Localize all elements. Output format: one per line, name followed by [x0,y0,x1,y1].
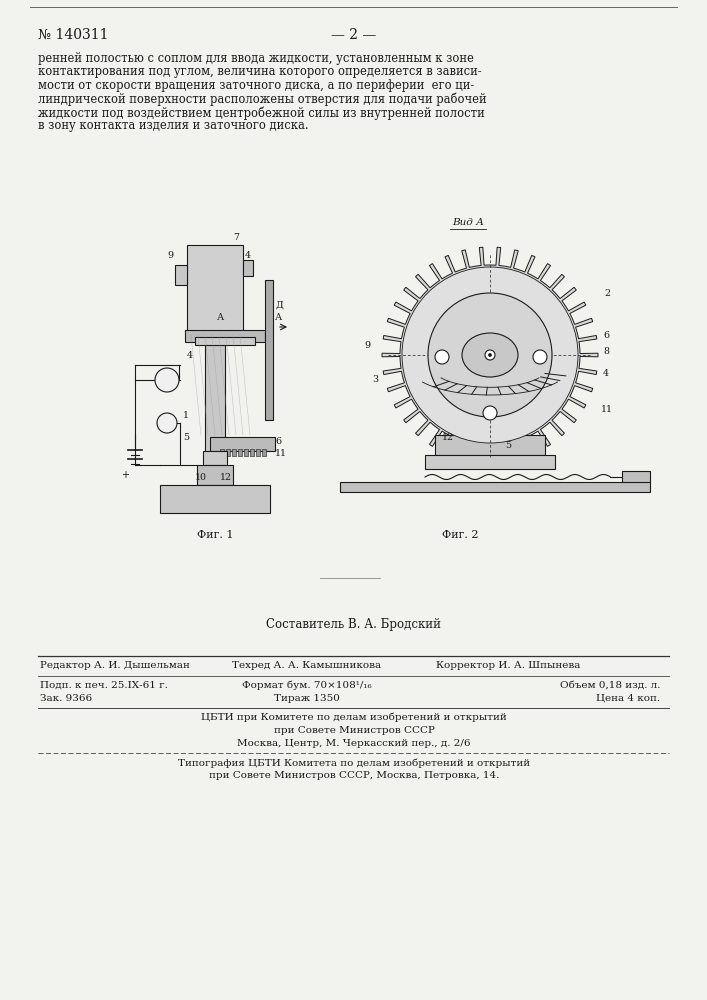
Text: 10: 10 [195,473,207,482]
Text: 5: 5 [505,440,511,450]
Text: 9: 9 [364,340,370,350]
Bar [262,449,266,456]
Text: 9: 9 [167,250,173,259]
Text: Фиг. 2: Фиг. 2 [442,530,478,540]
Text: контактирования под углом, величина которого определяется в зависи-: контактирования под углом, величина кото… [38,66,481,79]
Bar [226,449,230,456]
Text: 11: 11 [601,406,613,414]
Text: Москва, Центр, М. Черкасский пер., д. 2/6: Москва, Центр, М. Черкасский пер., д. 2/… [238,739,471,748]
Text: V: V [164,419,170,427]
Text: 7: 7 [233,232,239,241]
Text: +: + [121,470,129,480]
Circle shape [428,293,552,417]
Bar [250,449,254,456]
Circle shape [489,354,491,357]
Circle shape [485,350,495,360]
Circle shape [155,368,179,392]
Text: линдрической поверхности расположены отверстия для подачи рабочей: линдрической поверхности расположены отв… [38,93,486,106]
Text: Цена 4 коп.: Цена 4 коп. [596,694,660,703]
Text: 6: 6 [275,438,281,446]
Text: 5: 5 [183,432,189,442]
Text: 4: 4 [245,250,251,259]
Bar [435,435,545,455]
Text: 3: 3 [372,375,378,384]
Text: — 2 —: — 2 — [332,28,377,42]
Text: жидкости под воздействием центробежной силы из внутренней полости: жидкости под воздействием центробежной с… [38,106,485,119]
Text: в зону контакта изделия и заточного диска.: в зону контакта изделия и заточного диск… [38,119,309,132]
Text: 2: 2 [604,288,610,298]
Text: 4: 4 [603,368,609,377]
Text: А: А [275,312,282,322]
Bar [160,485,270,513]
Circle shape [402,267,578,443]
Text: 8: 8 [603,347,609,356]
Text: 11: 11 [275,448,287,458]
Bar [340,482,650,492]
Text: при Совете Министров СССР: при Совете Министров СССР [274,726,434,735]
Text: ЦБТИ при Комитете по делам изобретений и открытий: ЦБТИ при Комитете по делам изобретений и… [201,713,507,722]
Bar [187,245,243,335]
Text: Составитель В. А. Бродский: Составитель В. А. Бродский [267,618,441,631]
Text: 12: 12 [442,432,454,442]
Text: № 140311: № 140311 [38,28,108,42]
Bar [243,260,253,276]
Bar [232,449,236,456]
Bar [210,437,275,451]
Text: Фиг. 1: Фиг. 1 [197,530,233,540]
Bar [185,330,265,342]
Bar [265,280,273,420]
Text: Подп. к печ. 25.ІХ-61 г.: Подп. к печ. 25.ІХ-61 г. [40,681,168,690]
Text: Объем 0,18 изд. л.: Объем 0,18 изд. л. [559,681,660,690]
Polygon shape [382,247,598,463]
Text: Корректор И. А. Шпынева: Корректор И. А. Шпынева [436,661,580,670]
Bar [238,449,242,456]
Text: А: А [217,312,224,322]
Bar [425,455,555,469]
Bar [622,471,650,483]
Text: Техред А. А. Камышникова: Техред А. А. Камышникова [233,661,382,670]
Bar [205,335,225,455]
Text: Типография ЦБТИ Комитета по делам изобретений и открытий: Типография ЦБТИ Комитета по делам изобре… [178,758,530,768]
Text: ренней полостью с соплом для ввода жидкости, установленным к зоне: ренней полостью с соплом для ввода жидко… [38,52,474,65]
Bar [203,451,227,465]
Ellipse shape [462,333,518,377]
Text: 12: 12 [220,473,232,482]
Circle shape [483,406,497,420]
Text: при Совете Министров СССР, Москва, Петровка, 14.: при Совете Министров СССР, Москва, Петро… [209,771,499,780]
Text: Д: Д [275,300,283,310]
Bar [195,337,255,345]
Bar [244,449,248,456]
Text: Зак. 9366: Зак. 9366 [40,694,92,703]
Text: 6: 6 [603,330,609,340]
Bar [256,449,260,456]
Bar [220,449,224,456]
Circle shape [533,350,547,364]
Bar [197,465,233,485]
Text: Вид А: Вид А [452,218,484,227]
Text: 1: 1 [183,410,189,420]
Text: Д: Д [163,376,170,384]
Circle shape [157,413,177,433]
Circle shape [435,350,449,364]
Bar [175,265,187,285]
Text: Редактор А. И. Дышельман: Редактор А. И. Дышельман [40,661,190,670]
Text: Тираж 1350: Тираж 1350 [274,694,340,703]
Text: 4: 4 [187,351,193,360]
Text: мости от скорости вращения заточного диска, а по периферии  его ци-: мости от скорости вращения заточного дис… [38,79,474,92]
Text: Формат бум. 70×108¹/₁₆: Формат бум. 70×108¹/₁₆ [243,681,372,690]
